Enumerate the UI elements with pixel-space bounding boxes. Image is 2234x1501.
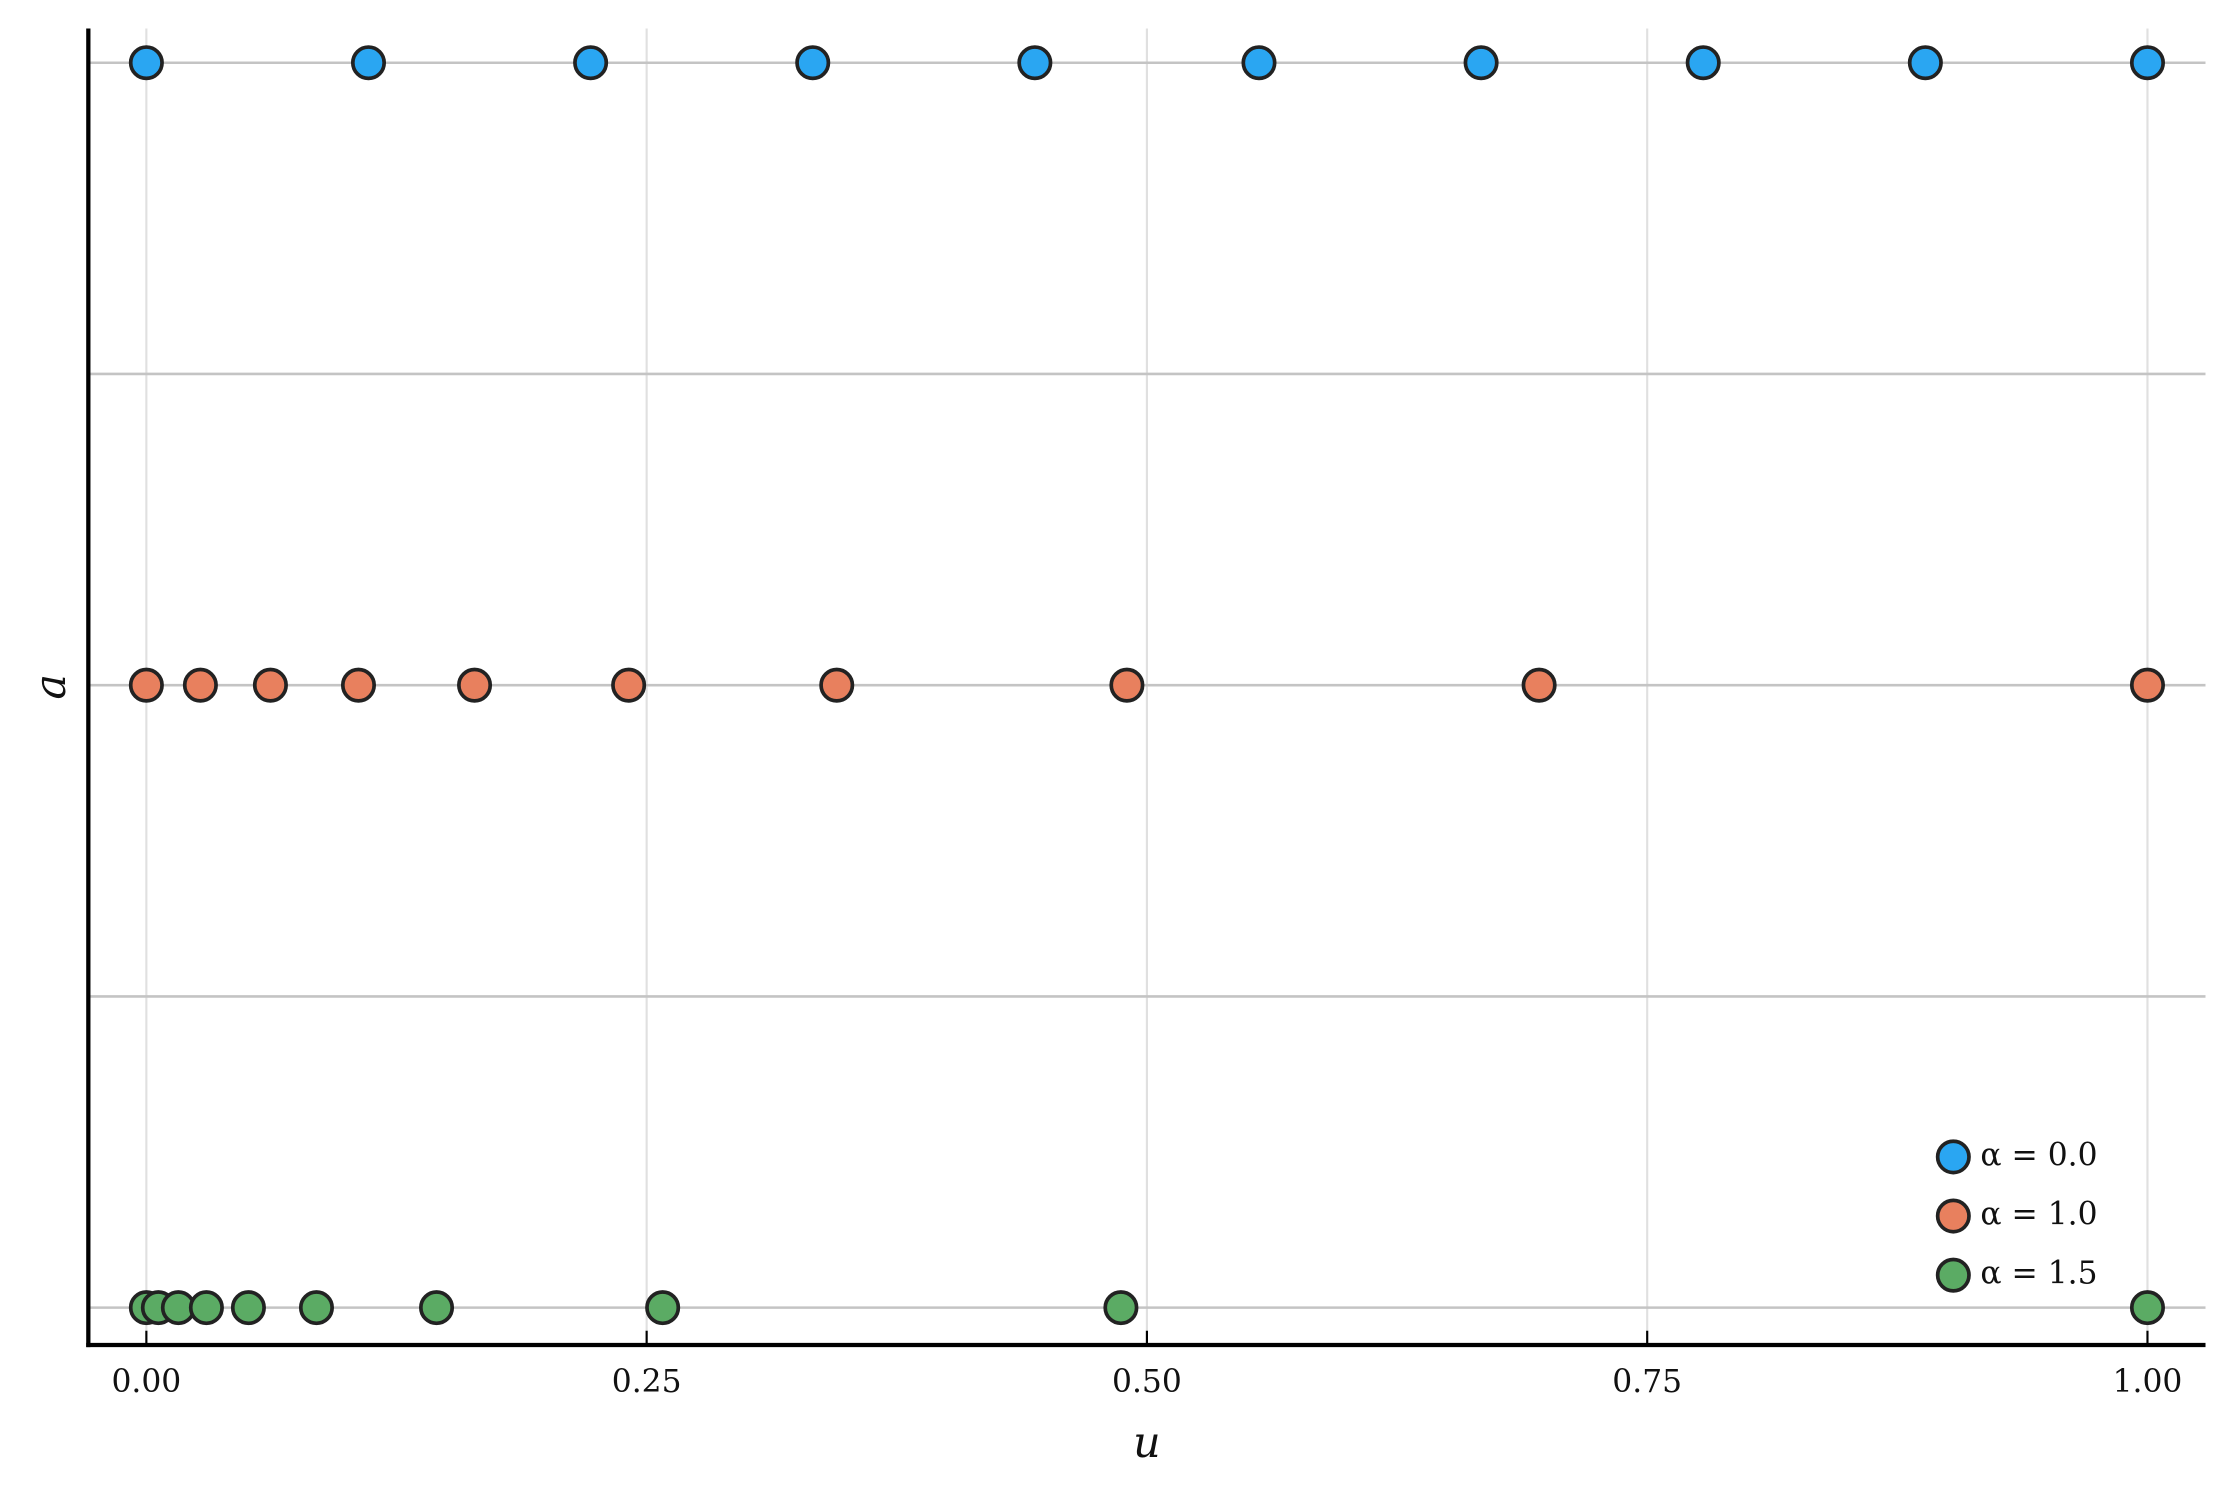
point bbox=[252, 667, 288, 703]
legend-marker bbox=[1935, 1139, 1971, 1175]
point bbox=[182, 667, 218, 703]
x-tick-label: 1.00 bbox=[2113, 1364, 2183, 1400]
point bbox=[298, 1290, 334, 1326]
point bbox=[1521, 667, 1557, 703]
point bbox=[795, 45, 831, 81]
point bbox=[1463, 45, 1499, 81]
x-tick-label: 0.00 bbox=[111, 1364, 181, 1400]
point bbox=[1103, 1290, 1139, 1326]
point bbox=[1241, 45, 1277, 81]
point bbox=[230, 1290, 266, 1326]
point bbox=[188, 1290, 224, 1326]
point bbox=[1109, 667, 1145, 703]
legend-label: α = 1.0 bbox=[1980, 1197, 2097, 1233]
point bbox=[819, 667, 855, 703]
x-axis-label: u bbox=[1133, 1418, 1161, 1468]
point bbox=[457, 667, 493, 703]
point bbox=[2129, 45, 2165, 81]
legend-label: α = 0.0 bbox=[1980, 1137, 2097, 1173]
point bbox=[128, 45, 164, 81]
legend-label: α = 1.5 bbox=[1980, 1256, 2097, 1292]
point bbox=[2129, 1290, 2165, 1326]
legend-marker bbox=[1935, 1257, 1971, 1293]
point bbox=[350, 45, 387, 81]
x-tick-label: 0.75 bbox=[1612, 1364, 1682, 1400]
point bbox=[611, 667, 647, 703]
point bbox=[419, 1290, 455, 1326]
point bbox=[128, 667, 164, 703]
point bbox=[573, 45, 609, 81]
y-axis-label: a bbox=[26, 674, 76, 699]
point bbox=[1685, 45, 1721, 81]
x-tick-label: 0.50 bbox=[1112, 1364, 1182, 1400]
legend-marker bbox=[1935, 1198, 1971, 1234]
point bbox=[1907, 45, 1943, 81]
point bbox=[645, 1290, 681, 1326]
point bbox=[2129, 667, 2165, 703]
point bbox=[340, 667, 377, 703]
x-tick-label: 0.25 bbox=[612, 1364, 682, 1400]
point bbox=[1017, 45, 1053, 81]
